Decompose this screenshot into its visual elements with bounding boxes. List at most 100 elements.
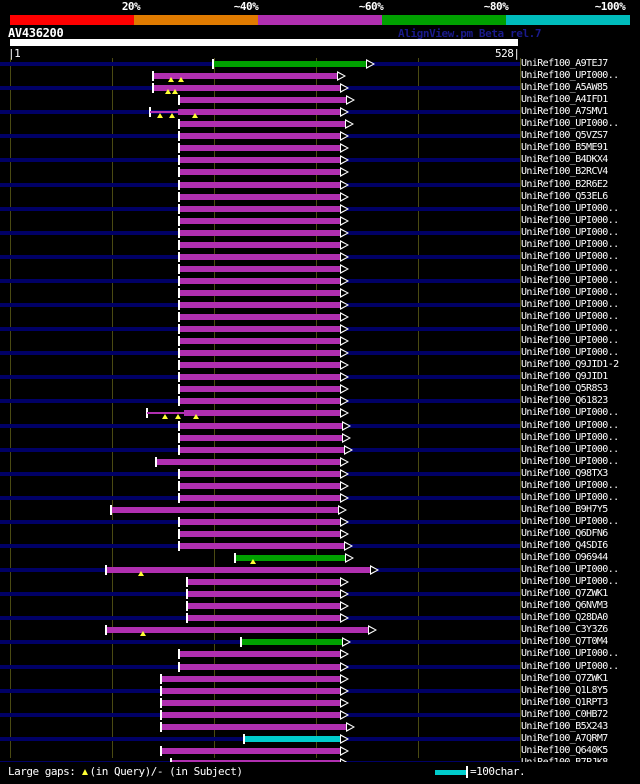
alignment-row[interactable]: UniRef100_UPI000..	[0, 227, 640, 239]
hsp-bar[interactable]	[178, 324, 349, 335]
alignment-row[interactable]: UniRef100_Q7ZWK1	[0, 588, 640, 600]
subject-label[interactable]: UniRef100_UPI000..	[521, 648, 619, 660]
hsp-bar[interactable]	[178, 263, 349, 274]
subject-label[interactable]: UniRef100_B2RCV4	[521, 166, 608, 178]
subject-label[interactable]: UniRef100_B5X243	[521, 720, 608, 732]
alignment-row[interactable]: UniRef100_UPI000..	[0, 215, 640, 227]
subject-label[interactable]: UniRef100_B5ME91	[521, 142, 608, 154]
subject-label[interactable]: UniRef100_Q6DFN6	[521, 527, 608, 539]
alignment-row[interactable]: UniRef100_UPI000..	[0, 335, 640, 347]
alignment-row[interactable]: UniRef100_UPI000..	[0, 287, 640, 299]
hsp-bar[interactable]	[178, 215, 349, 226]
subject-label[interactable]: UniRef100_A9TEJ7	[521, 58, 608, 69]
alignment-row[interactable]: UniRef100_B9H7Y5	[0, 504, 640, 516]
alignment-row[interactable]: UniRef100_Q9JID1-2	[0, 359, 640, 371]
subject-label[interactable]: UniRef100_UPI000..	[521, 299, 619, 310]
alignment-row[interactable]: UniRef100_UPI000..	[0, 516, 640, 528]
hsp-bar[interactable]	[178, 384, 349, 395]
hsp-bar[interactable]	[178, 287, 349, 298]
hsp-bar[interactable]	[178, 661, 349, 672]
hsp-bar[interactable]	[178, 432, 351, 443]
hsp-bar[interactable]	[186, 577, 349, 588]
hsp-bar[interactable]	[186, 589, 349, 600]
hsp-bar[interactable]	[152, 83, 349, 94]
hsp-bar[interactable]	[178, 203, 349, 214]
subject-label[interactable]: UniRef100_Q7ZWK1	[521, 672, 608, 684]
subject-label[interactable]: UniRef100_A7QRM7	[521, 732, 608, 744]
alignment-row[interactable]: UniRef100_UPI000..	[0, 299, 640, 311]
hsp-bar[interactable]	[178, 239, 349, 250]
alignment-row[interactable]: UniRef100_B2R6E2	[0, 179, 640, 191]
alignment-row[interactable]: UniRef100_Q4SDI6	[0, 540, 640, 552]
subject-label[interactable]: UniRef100_UPI000..	[521, 455, 619, 467]
alignment-row[interactable]: UniRef100_O96944	[0, 552, 640, 565]
alignment-row[interactable]: UniRef100_A4IFD1	[0, 94, 640, 106]
alignment-row[interactable]: UniRef100_UPI000..	[0, 239, 640, 251]
hsp-bar[interactable]	[178, 396, 349, 407]
hsp-bar[interactable]	[178, 191, 349, 202]
subject-label[interactable]: UniRef100_UPI000..	[521, 576, 619, 588]
subject-label[interactable]: UniRef100_Q6NVM3	[521, 600, 608, 612]
subject-label[interactable]: UniRef100_UPI000..	[521, 407, 619, 419]
hsp-bar[interactable]	[178, 420, 351, 431]
hsp-bar[interactable]	[149, 107, 349, 118]
hsp-bar[interactable]	[178, 300, 349, 310]
alignment-row[interactable]: UniRef100_UPI000..	[0, 480, 640, 492]
subject-label[interactable]: UniRef100_A4IFD1	[521, 94, 608, 106]
subject-label[interactable]: UniRef100_UPI000..	[521, 515, 619, 527]
subject-label[interactable]: UniRef100_B2R6E2	[521, 178, 608, 190]
hsp-bar[interactable]	[178, 528, 349, 539]
subject-label[interactable]: UniRef100_UPI000..	[521, 70, 619, 82]
hsp-bar[interactable]	[178, 541, 353, 551]
hsp-bar[interactable]	[160, 721, 355, 732]
alignment-row[interactable]: UniRef100_Q1RPT3	[0, 697, 640, 709]
hsp-bar[interactable]	[178, 649, 349, 660]
alignment-row[interactable]: UniRef100_B2RCV4	[0, 166, 640, 178]
subject-label[interactable]: UniRef100_Q61823	[521, 395, 608, 407]
subject-label[interactable]: UniRef100_A5AW85	[521, 82, 608, 94]
alignment-row[interactable]: UniRef100_UPI000..	[0, 251, 640, 263]
subject-label[interactable]: UniRef100_UPI000..	[521, 118, 619, 130]
alignment-row[interactable]: UniRef100_UPI000..	[0, 432, 640, 444]
hsp-bar[interactable]	[160, 709, 349, 720]
alignment-row[interactable]: UniRef100_B5ME91	[0, 142, 640, 154]
hsp-bar[interactable]	[105, 625, 377, 636]
alignment-row[interactable]: UniRef100_Q6DFN6	[0, 528, 640, 540]
alignment-row[interactable]: UniRef100_UPI000..	[0, 420, 640, 432]
hsp-bar[interactable]	[178, 155, 349, 166]
alignment-row[interactable]: UniRef100_UPI000..	[0, 661, 640, 673]
subject-label[interactable]: UniRef100_Q4SDI6	[521, 540, 608, 551]
hsp-bar[interactable]	[178, 312, 349, 323]
hsp-bar[interactable]	[152, 71, 346, 82]
alignment-row[interactable]: UniRef100_Q9JID1	[0, 371, 640, 383]
alignment-row[interactable]: UniRef100_Q7ZWK1	[0, 673, 640, 685]
hsp-bar[interactable]	[178, 275, 349, 286]
subject-label[interactable]: UniRef100_UPI000..	[521, 226, 619, 238]
subject-label[interactable]: UniRef100_Q1RPT3	[521, 696, 608, 708]
subject-label[interactable]: UniRef100_UPI000..	[521, 274, 619, 286]
hsp-bar[interactable]	[160, 673, 349, 684]
alignment-row[interactable]: UniRef100_B5X243	[0, 721, 640, 733]
alignment-row[interactable]: UniRef100_UPI000..	[0, 263, 640, 275]
alignment-row[interactable]: UniRef100_Q640K5	[0, 745, 640, 757]
hsp-bar[interactable]	[178, 167, 349, 178]
subject-label[interactable]: UniRef100_Q9JID1-2	[521, 359, 619, 371]
subject-label[interactable]: UniRef100_Q7ZWK1	[521, 588, 608, 600]
alignment-row[interactable]: UniRef100_Q5VZS7	[0, 130, 640, 142]
subject-label[interactable]: UniRef100_UPI000..	[521, 214, 619, 226]
subject-label[interactable]: UniRef100_UPI000..	[521, 564, 619, 576]
alignment-row[interactable]: UniRef100_Q28DA0	[0, 612, 640, 624]
hsp-bar[interactable]	[178, 468, 349, 479]
hsp-bar[interactable]	[186, 601, 349, 612]
hsp-bar[interactable]	[178, 480, 349, 491]
alignment-row[interactable]: UniRef100_UPI000..	[0, 347, 640, 359]
subject-label[interactable]: UniRef100_UPI000..	[521, 286, 619, 298]
subject-label[interactable]: UniRef100_Q640K5	[521, 744, 608, 756]
subject-label[interactable]: UniRef100_UPI000..	[521, 262, 619, 274]
hsp-bar[interactable]	[178, 372, 349, 383]
alignment-row[interactable]: UniRef100_C0HB72	[0, 709, 640, 721]
subject-label[interactable]: UniRef100_UPI000..	[521, 238, 619, 250]
subject-label[interactable]: UniRef100_UPI000..	[521, 660, 619, 672]
subject-label[interactable]: UniRef100_C0HB72	[521, 708, 608, 720]
alignment-row[interactable]: UniRef100_Q5R8S3	[0, 383, 640, 395]
